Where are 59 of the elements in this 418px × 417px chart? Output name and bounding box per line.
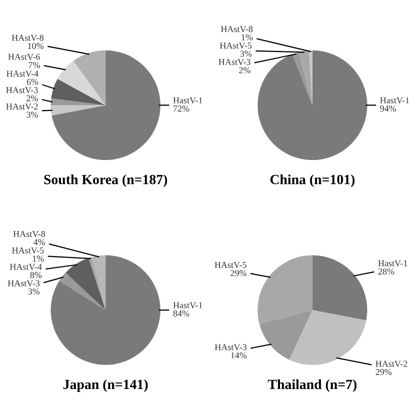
pie-slice [51,78,106,106]
pie-slice [73,50,106,106]
slice-label: HastV-1 [173,302,202,308]
slice-label: HAstV-2 [376,360,408,367]
pie-slice [298,50,312,106]
data-label: 84% [173,310,190,316]
data-label: 1% [242,34,253,40]
data-label: 10% [28,42,44,50]
data-label: 2% [26,95,38,102]
slice-label: HastV-1 [173,97,202,104]
data-label: 1% [32,256,44,262]
pie-slice [88,257,106,310]
pie-slice [50,255,160,365]
slice-label: HAstV-8 [13,230,46,238]
data-label: 8% [30,272,42,278]
slice-label: HAstV-5 [214,262,246,268]
data-label: 6% [26,78,38,85]
slice-label: HAstV-5 [12,247,44,254]
text: China (n=101) [270,174,355,188]
pie-slice [52,50,160,160]
slice-label: HAstV-4 [10,264,42,270]
pie-slice [258,255,312,324]
pie-slice [92,255,106,310]
slice-label: HAstV-4 [6,70,38,77]
slice-label: HAstV-8 [12,34,44,41]
slice-label: HAstV-3 [218,58,250,66]
slice-label: HAstV-3 [214,344,247,350]
data-label: 4% [33,239,46,246]
slice-label: HAstV-5 [220,42,252,49]
data-label: 3% [28,288,40,295]
pie-slice [58,60,106,106]
data-label: 14% [231,352,247,358]
pie-slice [289,310,366,365]
slice-label: HAstV-3 [8,280,40,286]
slice-label: HAstV-6 [8,54,40,60]
data-label: 28% [378,268,394,275]
text: South Korea (n=187) [44,174,168,188]
slice-label: HastV-1 [378,260,408,266]
text: Japan (n=141) [63,379,148,392]
slice-label: HAstV-2 [6,104,38,110]
data-label: 29% [376,368,392,376]
pie-slice [59,272,106,310]
pie-slice [292,52,312,106]
data-label: 94% [380,105,396,112]
slice-label: HAstV-3 [6,87,38,94]
pie-slice [312,255,368,320]
pie-slice [259,310,312,360]
pie-slice [66,258,106,310]
data-label: 7% [28,62,40,68]
pie-slice [258,50,368,160]
text: Thailand (n=7) [268,379,356,392]
data-label: 2% [239,67,250,74]
data-label: 72% [174,105,190,112]
data-label: 3% [26,112,38,118]
slice-label: HastV-1 [380,97,410,104]
pie-slice [50,105,106,116]
data-label: 3% [240,50,252,57]
slice-label: HAstV-8 [220,26,253,32]
data-label: 29% [230,270,246,276]
